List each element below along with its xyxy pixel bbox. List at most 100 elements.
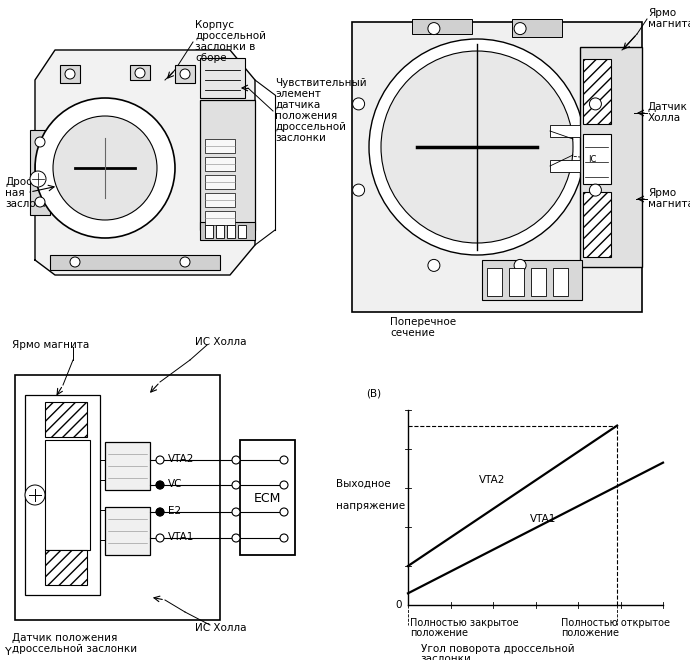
Bar <box>227 225 235 238</box>
Text: дроссельной: дроссельной <box>195 31 266 41</box>
Text: Чувствительный: Чувствительный <box>275 78 366 88</box>
Circle shape <box>156 456 164 464</box>
Text: Ярмо магнита: Ярмо магнита <box>12 340 89 350</box>
Text: положение: положение <box>410 628 468 638</box>
Text: Полностью открытое: Полностью открытое <box>561 618 670 628</box>
Circle shape <box>25 485 45 505</box>
Text: ИС Холла: ИС Холла <box>195 337 246 347</box>
Bar <box>412 19 472 34</box>
Bar <box>238 225 246 238</box>
Bar <box>30 130 50 215</box>
Text: положения: положения <box>275 111 337 121</box>
Circle shape <box>589 98 602 110</box>
Circle shape <box>280 481 288 489</box>
Bar <box>583 134 611 184</box>
Text: Датчик: Датчик <box>648 102 688 112</box>
Text: дроссельной: дроссельной <box>275 122 346 132</box>
Bar <box>200 100 255 230</box>
Bar <box>550 125 580 137</box>
Bar <box>50 255 220 270</box>
Circle shape <box>70 257 80 267</box>
Text: ИС Холла: ИС Холла <box>195 623 246 633</box>
Bar <box>175 65 195 83</box>
Circle shape <box>232 456 240 464</box>
Circle shape <box>35 197 45 207</box>
Text: положение: положение <box>561 628 619 638</box>
Text: магнита: магнита <box>648 199 690 209</box>
Bar <box>15 375 220 620</box>
Text: VTA2: VTA2 <box>480 475 506 485</box>
Circle shape <box>180 257 190 267</box>
Circle shape <box>156 481 164 489</box>
Bar <box>45 402 87 437</box>
Circle shape <box>156 534 164 542</box>
Bar <box>205 193 235 207</box>
Text: Дроссель-: Дроссель- <box>5 177 61 187</box>
Circle shape <box>156 508 164 516</box>
Circle shape <box>30 171 46 187</box>
Bar <box>60 65 80 83</box>
Text: заслонки: заслонки <box>421 654 472 660</box>
Circle shape <box>589 184 602 196</box>
Text: Поперечное: Поперечное <box>390 317 456 327</box>
Bar <box>205 175 235 189</box>
Text: VTA1: VTA1 <box>531 514 557 524</box>
Bar <box>482 260 582 300</box>
Text: ECM: ECM <box>253 492 281 504</box>
Bar <box>550 160 580 172</box>
Text: IC: IC <box>588 154 596 164</box>
Text: Полностью закрытое: Полностью закрытое <box>410 618 519 628</box>
Text: заслонки: заслонки <box>275 133 326 143</box>
Text: VTA1: VTA1 <box>168 532 195 542</box>
Circle shape <box>353 184 364 196</box>
Text: E2: E2 <box>168 506 181 516</box>
Bar <box>105 507 150 555</box>
Text: заслонки в: заслонки в <box>195 42 255 52</box>
Circle shape <box>280 534 288 542</box>
Text: заслонка: заслонка <box>5 199 55 209</box>
Text: 0: 0 <box>395 600 402 610</box>
Text: напряжение: напряжение <box>336 500 405 511</box>
Circle shape <box>156 508 164 516</box>
Bar <box>553 268 568 296</box>
Text: элемент: элемент <box>275 89 321 99</box>
Circle shape <box>65 69 75 79</box>
Circle shape <box>232 508 240 516</box>
Bar <box>580 47 642 267</box>
Text: Корпус: Корпус <box>195 20 234 30</box>
Text: VTA2: VTA2 <box>168 454 195 464</box>
Text: Выходное: Выходное <box>336 479 391 489</box>
Text: Угол поворота дроссельной: Угол поворота дроссельной <box>421 644 574 654</box>
Polygon shape <box>35 50 255 275</box>
Bar <box>583 59 611 124</box>
Bar <box>487 268 502 296</box>
Text: сечение: сечение <box>390 328 435 338</box>
Circle shape <box>35 137 45 147</box>
Bar <box>205 139 235 153</box>
Circle shape <box>280 456 288 464</box>
Circle shape <box>381 51 573 243</box>
Circle shape <box>369 39 585 255</box>
Bar <box>25 395 100 595</box>
Circle shape <box>514 259 526 271</box>
Circle shape <box>428 22 440 34</box>
Text: VC: VC <box>168 479 182 489</box>
Circle shape <box>156 481 164 489</box>
Circle shape <box>35 98 175 238</box>
Circle shape <box>514 22 526 34</box>
Circle shape <box>232 534 240 542</box>
Bar <box>512 19 562 37</box>
Bar <box>352 22 642 312</box>
Text: магнита: магнита <box>648 19 690 29</box>
Bar <box>200 222 255 240</box>
Text: (В): (В) <box>366 388 381 398</box>
Circle shape <box>428 259 440 271</box>
Bar <box>130 65 150 80</box>
Bar <box>531 268 546 296</box>
Text: Холла: Холла <box>648 113 681 123</box>
Bar <box>583 192 611 257</box>
Bar <box>105 442 150 490</box>
Circle shape <box>180 69 190 79</box>
Bar <box>205 157 235 171</box>
Text: Ярмо: Ярмо <box>648 188 676 198</box>
